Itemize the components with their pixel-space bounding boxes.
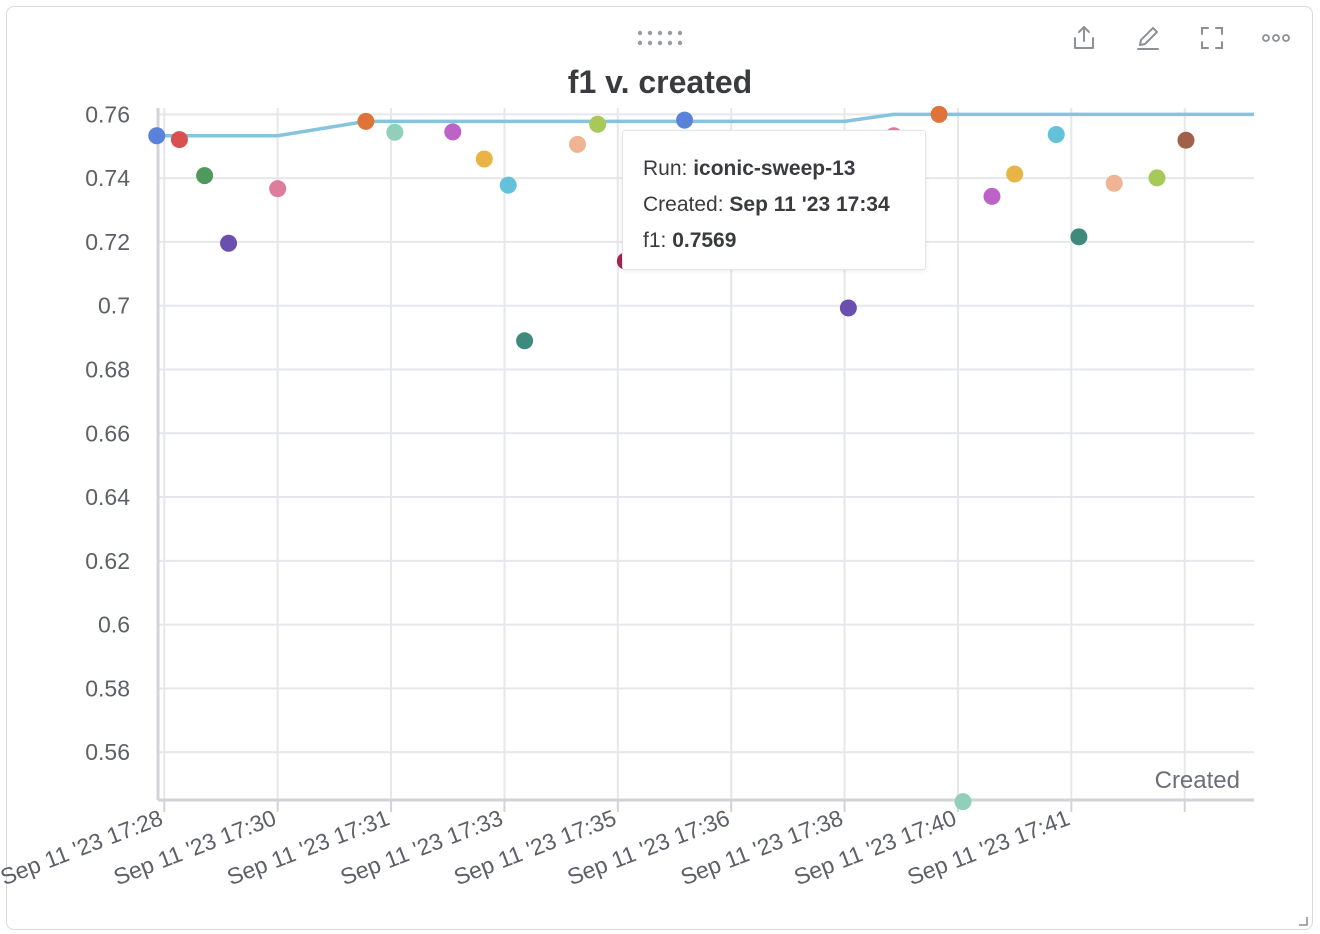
more-options-button[interactable] bbox=[1260, 22, 1292, 54]
share-icon bbox=[1074, 26, 1094, 49]
data-point bbox=[589, 115, 607, 133]
data-point bbox=[1177, 131, 1195, 149]
data-point bbox=[1006, 165, 1024, 183]
more-options-icon bbox=[1262, 34, 1290, 42]
y-tick-label: 0.62 bbox=[85, 548, 130, 574]
data-point bbox=[930, 105, 948, 123]
data-point bbox=[1148, 169, 1166, 187]
y-tick-label: 0.74 bbox=[85, 165, 130, 191]
tooltip-run-value: iconic-sweep-13 bbox=[693, 157, 856, 180]
data-point bbox=[170, 131, 188, 149]
data-point bbox=[357, 112, 375, 130]
data-point bbox=[386, 123, 404, 141]
data-point bbox=[839, 299, 857, 317]
chart-title: f1 v. created bbox=[567, 64, 753, 100]
edit-button[interactable] bbox=[1132, 22, 1164, 54]
data-point bbox=[269, 180, 287, 198]
tooltip-run-label: Run: bbox=[643, 157, 694, 180]
edit-pencil-icon bbox=[1137, 27, 1159, 50]
data-point bbox=[676, 111, 694, 129]
data-point bbox=[983, 187, 1001, 205]
data-point bbox=[148, 127, 166, 145]
drag-handle-icon[interactable] bbox=[636, 28, 684, 48]
data-point bbox=[569, 135, 587, 153]
y-tick-label: 0.66 bbox=[85, 420, 130, 446]
y-tick-label: 0.64 bbox=[85, 484, 130, 510]
y-tick-label: 0.7 bbox=[98, 293, 130, 319]
y-tick-label: 0.56 bbox=[85, 739, 130, 765]
data-point bbox=[499, 176, 517, 194]
tooltip-metric-label: f1: bbox=[643, 229, 673, 252]
fullscreen-button[interactable] bbox=[1196, 22, 1228, 54]
y-tick-label: 0.68 bbox=[85, 356, 130, 382]
data-point bbox=[475, 150, 493, 168]
resize-handle-icon[interactable] bbox=[1296, 914, 1308, 926]
tooltip-metric-row: f1: 0.7569 bbox=[643, 223, 905, 259]
data-point bbox=[196, 167, 214, 185]
data-point bbox=[1105, 174, 1123, 192]
share-button[interactable] bbox=[1068, 22, 1100, 54]
y-tick-label: 0.6 bbox=[98, 612, 130, 638]
hover-tooltip: Run: iconic-sweep-13 Created: Sep 11 '23… bbox=[622, 130, 926, 270]
y-tick-label: 0.76 bbox=[85, 101, 130, 127]
data-point bbox=[1047, 125, 1065, 143]
data-point bbox=[1070, 228, 1088, 246]
tooltip-created-value: Sep 11 '23 17:34 bbox=[729, 193, 890, 216]
data-point bbox=[516, 332, 534, 350]
data-point bbox=[954, 793, 972, 811]
data-point bbox=[220, 234, 238, 252]
y-tick-label: 0.58 bbox=[85, 675, 130, 701]
tooltip-metric-value: 0.7569 bbox=[672, 229, 737, 252]
data-point bbox=[444, 123, 462, 141]
tooltip-created-label: Created: bbox=[643, 193, 730, 216]
y-tick-label: 0.72 bbox=[85, 229, 130, 255]
running-max-line bbox=[156, 112, 1254, 138]
tooltip-created-row: Created: Sep 11 '23 17:34 bbox=[643, 187, 905, 223]
x-axis-title: Created bbox=[1155, 767, 1240, 794]
fullscreen-icon bbox=[1201, 27, 1223, 49]
tooltip-run-row: Run: iconic-sweep-13 bbox=[643, 151, 905, 187]
